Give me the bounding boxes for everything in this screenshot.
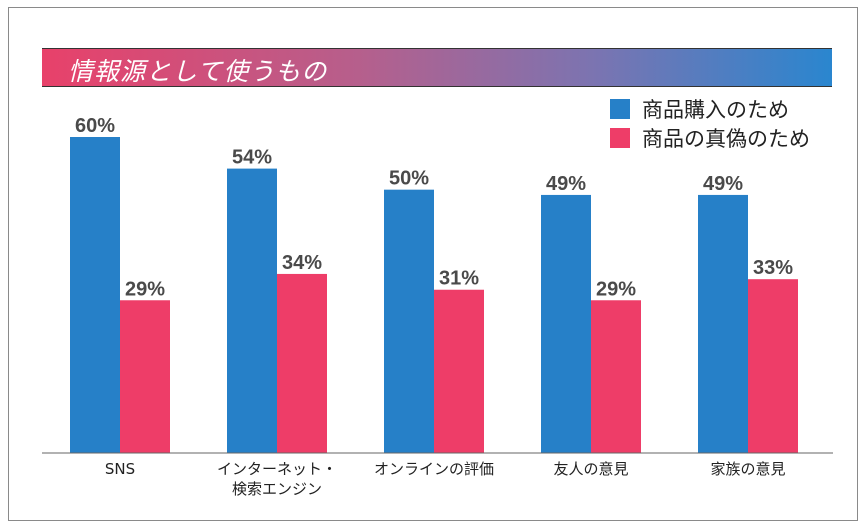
data-label-purchase-4: 49%: [703, 173, 743, 195]
bar-authenticity-3: [591, 300, 641, 453]
data-label-purchase-0: 60%: [75, 115, 115, 137]
data-label-authenticity-1: 34%: [282, 252, 322, 274]
category-label-3: 友人の意見: [553, 460, 628, 478]
legend-swatch-purchase: [610, 99, 630, 119]
bar-purchase-2: [384, 189, 434, 453]
data-label-authenticity-4: 33%: [753, 257, 793, 279]
data-label-authenticity-0: 29%: [125, 278, 165, 300]
legend-item-purchase: 商品購入のため: [610, 94, 840, 123]
category-label-1-line0: インターネット・: [217, 460, 337, 478]
bar-authenticity-1: [277, 273, 327, 453]
legend: 商品購入のため 商品の真偽のため: [610, 94, 840, 152]
category-label-4: 家族の意見: [710, 460, 785, 478]
legend-swatch-authenticity: [610, 128, 630, 148]
data-label-purchase-2: 50%: [389, 168, 429, 190]
bar-purchase-0: [70, 137, 120, 453]
category-label-2: オンラインの評価: [374, 460, 494, 478]
bar-authenticity-0: [120, 300, 170, 453]
chart-title: 情報源として使うもの: [68, 57, 328, 86]
bar-purchase-1: [227, 168, 277, 453]
category-label-0: SNS: [105, 460, 135, 478]
bar-purchase-4: [698, 194, 748, 453]
legend-label-authenticity: 商品の真偽のため: [642, 127, 810, 151]
bar-authenticity-4: [748, 279, 798, 453]
category-label-1-line1: 検索エンジン: [232, 480, 322, 498]
data-label-authenticity-2: 31%: [439, 268, 479, 290]
data-label-purchase-1: 54%: [232, 147, 272, 169]
legend-label-purchase: 商品購入のため: [642, 98, 789, 122]
data-label-purchase-3: 49%: [546, 173, 586, 195]
bar-authenticity-2: [434, 289, 484, 453]
bar-purchase-3: [541, 194, 591, 453]
data-label-authenticity-3: 29%: [596, 278, 636, 300]
title-band: 情報源として使うもの: [42, 48, 832, 87]
legend-item-authenticity: 商品の真偽のため: [610, 123, 840, 152]
